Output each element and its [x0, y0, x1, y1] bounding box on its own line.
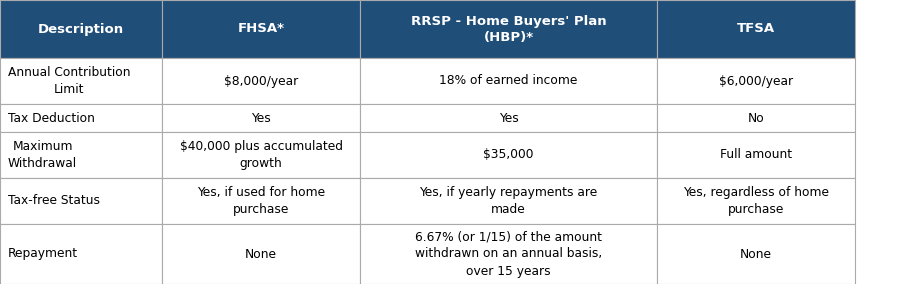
Bar [162, 224, 360, 284]
Bar [657, 58, 855, 104]
Bar [0, 58, 162, 104]
Bar [0, 178, 162, 224]
Text: None: None [245, 247, 277, 260]
Bar [0, 224, 162, 284]
Text: Description: Description [38, 22, 124, 36]
Text: No: No [748, 112, 764, 124]
Bar [360, 58, 657, 104]
Text: Repayment: Repayment [8, 247, 78, 260]
Text: $8,000/year: $8,000/year [223, 74, 298, 87]
Bar [657, 132, 855, 178]
Bar [162, 104, 360, 132]
Bar [360, 224, 657, 284]
Text: $6,000/year: $6,000/year [719, 74, 793, 87]
Text: Full amount: Full amount [720, 149, 792, 162]
Bar [657, 178, 855, 224]
Text: Maximum
Withdrawal: Maximum Withdrawal [8, 140, 77, 170]
Text: Tax Deduction: Tax Deduction [8, 112, 95, 124]
Bar [360, 132, 657, 178]
Bar [0, 104, 162, 132]
Text: Yes, regardless of home
purchase: Yes, regardless of home purchase [683, 186, 829, 216]
Bar [162, 58, 360, 104]
Bar [360, 0, 657, 58]
Bar [162, 132, 360, 178]
Text: TFSA: TFSA [737, 22, 775, 36]
Text: RRSP - Home Buyers' Plan
(HBP)*: RRSP - Home Buyers' Plan (HBP)* [411, 14, 606, 43]
Bar [360, 104, 657, 132]
Bar [657, 224, 855, 284]
Text: Yes, if used for home
purchase: Yes, if used for home purchase [197, 186, 325, 216]
Text: $40,000 plus accumulated
growth: $40,000 plus accumulated growth [179, 140, 342, 170]
Text: Annual Contribution
Limit: Annual Contribution Limit [8, 66, 131, 96]
Text: FHSA*: FHSA* [238, 22, 285, 36]
Bar [360, 178, 657, 224]
Text: 6.67% (or 1/15) of the amount
withdrawn on an annual basis,
over 15 years: 6.67% (or 1/15) of the amount withdrawn … [414, 231, 602, 277]
Text: Yes, if yearly repayments are
made: Yes, if yearly repayments are made [419, 186, 597, 216]
Bar [0, 0, 162, 58]
Bar [0, 132, 162, 178]
Text: Yes: Yes [498, 112, 518, 124]
Text: Yes: Yes [251, 112, 271, 124]
Bar [657, 104, 855, 132]
Text: $35,000: $35,000 [483, 149, 533, 162]
Bar [162, 0, 360, 58]
Text: 18% of earned income: 18% of earned income [440, 74, 578, 87]
Text: None: None [740, 247, 772, 260]
Bar [657, 0, 855, 58]
Text: Tax-free Status: Tax-free Status [8, 195, 100, 208]
Bar [162, 178, 360, 224]
